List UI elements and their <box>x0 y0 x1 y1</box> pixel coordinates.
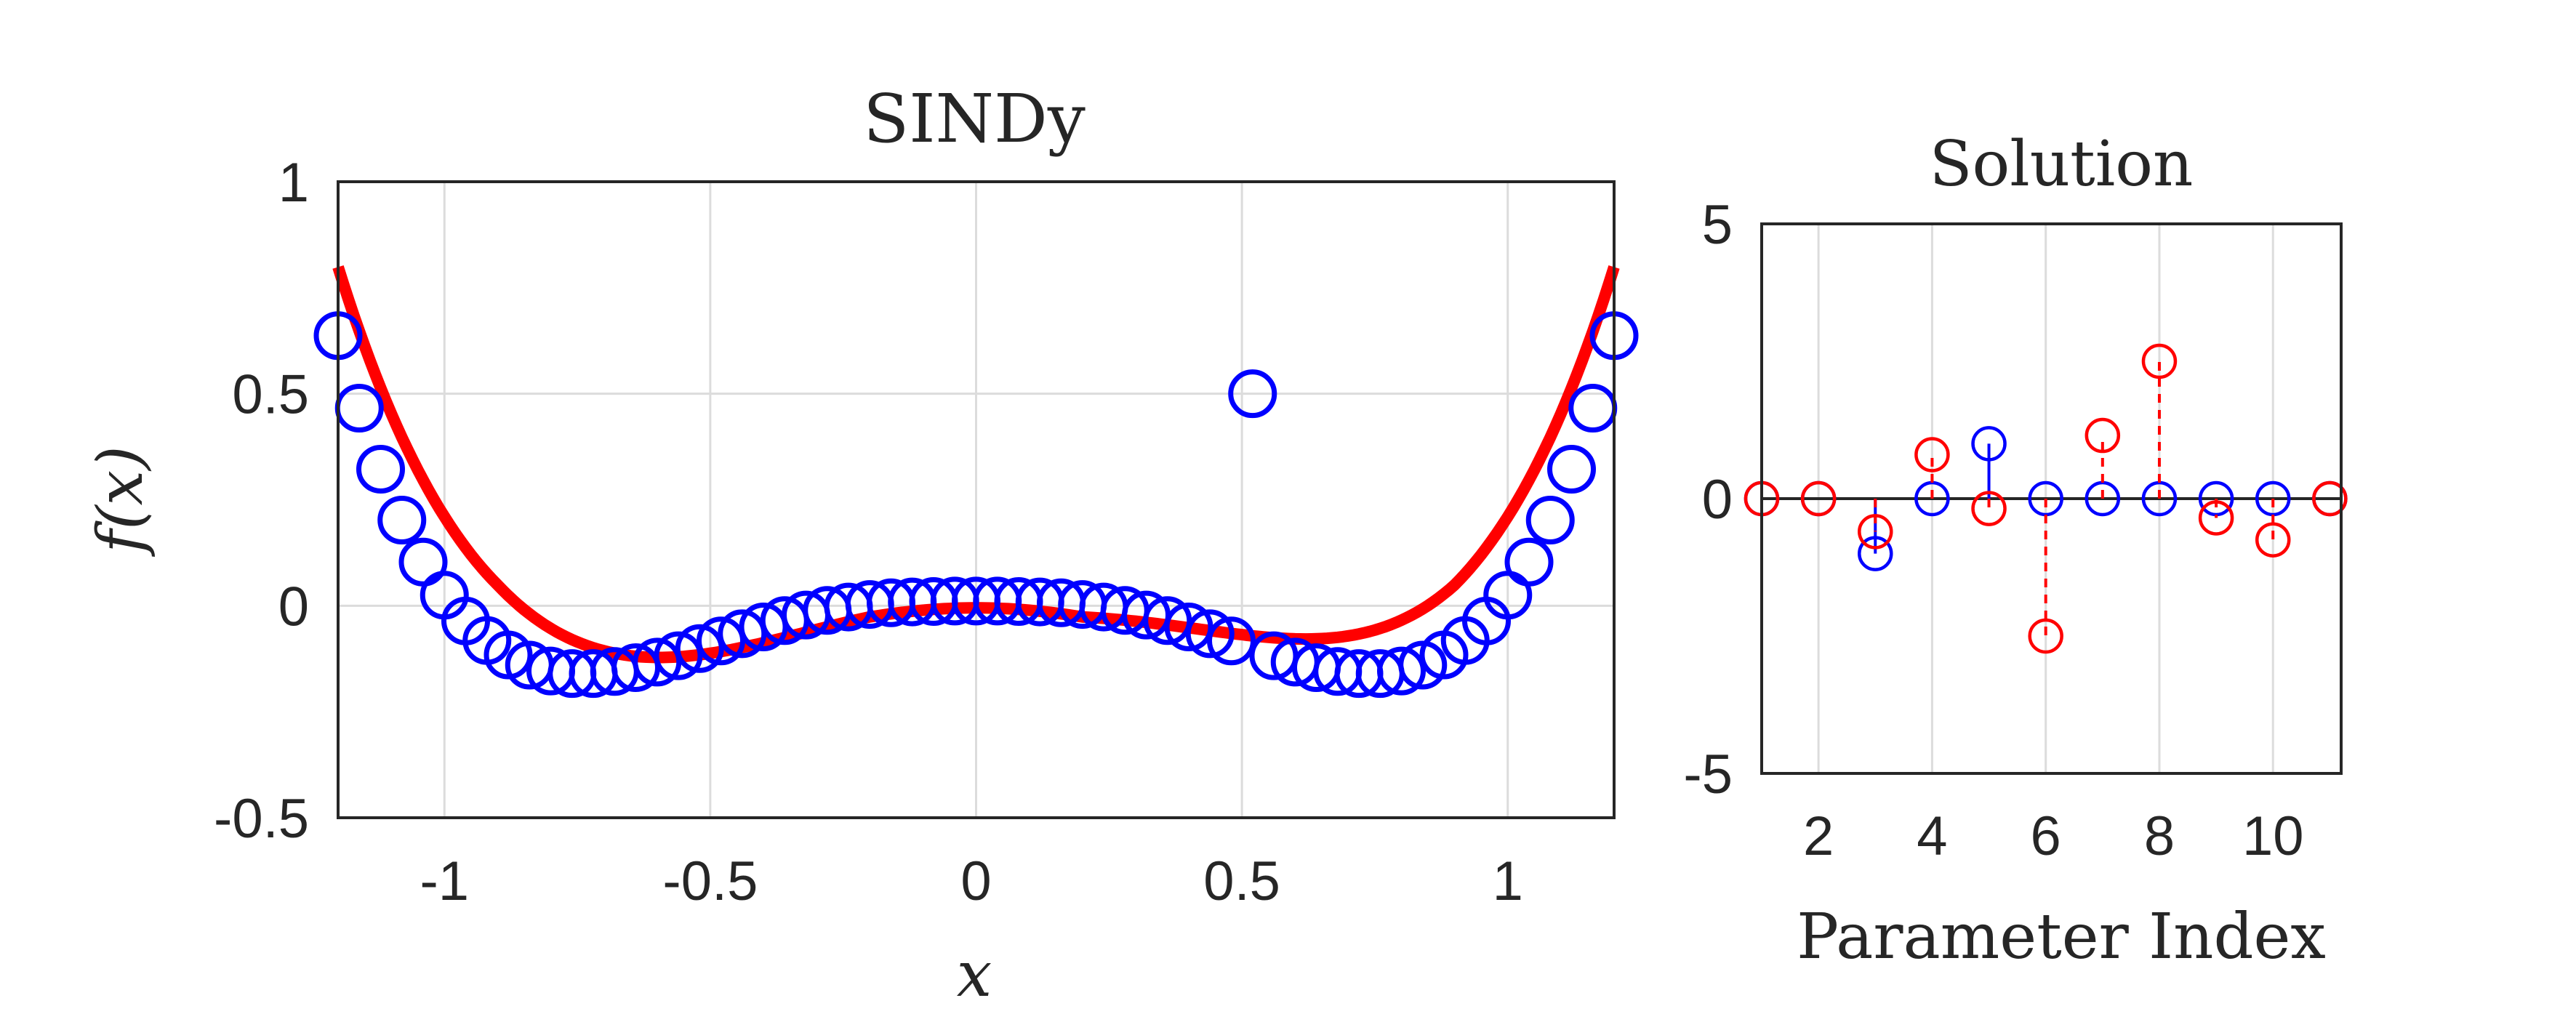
data-point <box>1547 445 1596 494</box>
sindy-x-axis-label: x <box>957 938 992 1011</box>
data-point <box>675 624 724 673</box>
sindy-x-tick-label: 0 <box>960 850 991 912</box>
stem-marker <box>1914 437 1950 472</box>
sindy-x-tick-label: -0.5 <box>662 850 758 912</box>
data-point <box>654 631 703 680</box>
sindy-title: SINDy <box>863 80 1086 158</box>
stem-marker <box>1858 536 1893 571</box>
sindy-x-tick-labels: -1 -0.5 0 0.5 1 <box>420 850 1522 912</box>
solution-x-tick-label: 8 <box>2144 805 2175 867</box>
data-point <box>1164 603 1213 651</box>
stem-marker <box>2141 343 2178 379</box>
stem-marker <box>1971 491 2007 526</box>
solution-y-tick-labels: -5 0 5 <box>1683 194 1733 805</box>
solution-axes-frame <box>1760 222 2343 775</box>
sindy-plot: SINDy -1 -0.5 0 0.5 1 -0.5 0 0.5 1 x f(x) <box>84 80 1639 1011</box>
data-point <box>1228 369 1277 419</box>
solution-x-axis-label: Parameter Index <box>1797 901 2326 973</box>
stem-marker <box>1858 514 1893 550</box>
sindy-y-tick-labels: -0.5 0 0.5 1 <box>214 152 309 850</box>
data-point <box>1207 616 1256 666</box>
data-point <box>377 496 427 544</box>
solution-y-tick-label: 5 <box>1702 194 1733 256</box>
sindy-x-tick-label: -1 <box>420 850 469 912</box>
sindy-x-tick-label: 0.5 <box>1203 850 1280 912</box>
solution-title: Solution <box>1930 128 2194 201</box>
solution-x-tick-label: 2 <box>1803 805 1834 867</box>
sindy-y-tick-label: 0.5 <box>232 364 309 426</box>
stem-marker <box>1971 426 2007 462</box>
data-point <box>697 616 745 666</box>
sindy-axes-frame <box>337 180 1616 819</box>
sindy-y-axis-label: f(x) <box>84 446 157 557</box>
sindy-y-tick-label: -0.5 <box>214 788 309 850</box>
solution-x-tick-label: 6 <box>2031 805 2061 867</box>
stem-marker <box>2085 417 2121 454</box>
data-point <box>1377 646 1426 696</box>
stem-marker <box>2198 500 2234 536</box>
solution-y-tick-label: 0 <box>1702 469 1733 531</box>
data-point <box>1504 537 1554 587</box>
data-point <box>1525 496 1575 544</box>
solution-x-tick-label: 4 <box>1917 805 1947 867</box>
sindy-grid <box>338 180 1614 819</box>
data-point <box>398 537 448 587</box>
sindy-y-tick-label: 0 <box>278 576 309 637</box>
sindy-y-tick-label: 1 <box>278 152 309 214</box>
data-point <box>1185 609 1235 659</box>
solution-plot: Solution 2 4 6 8 10 -5 0 5 Parameter Index <box>1683 128 2348 973</box>
data-point <box>356 445 405 494</box>
sindy-x-tick-label: 1 <box>1493 850 1523 912</box>
data-point <box>718 609 767 659</box>
stem-marker <box>2312 480 2348 517</box>
solution-x-tick-label: 10 <box>2242 805 2304 867</box>
stem-marker <box>1800 480 1837 517</box>
stem-marker <box>2255 522 2291 558</box>
solution-y-tick-label: -5 <box>1683 744 1733 805</box>
data-point <box>633 637 682 687</box>
stem-marker <box>2028 618 2063 654</box>
data-point <box>1143 596 1192 645</box>
solution-x-tick-labels: 2 4 6 8 10 <box>1803 805 2304 867</box>
